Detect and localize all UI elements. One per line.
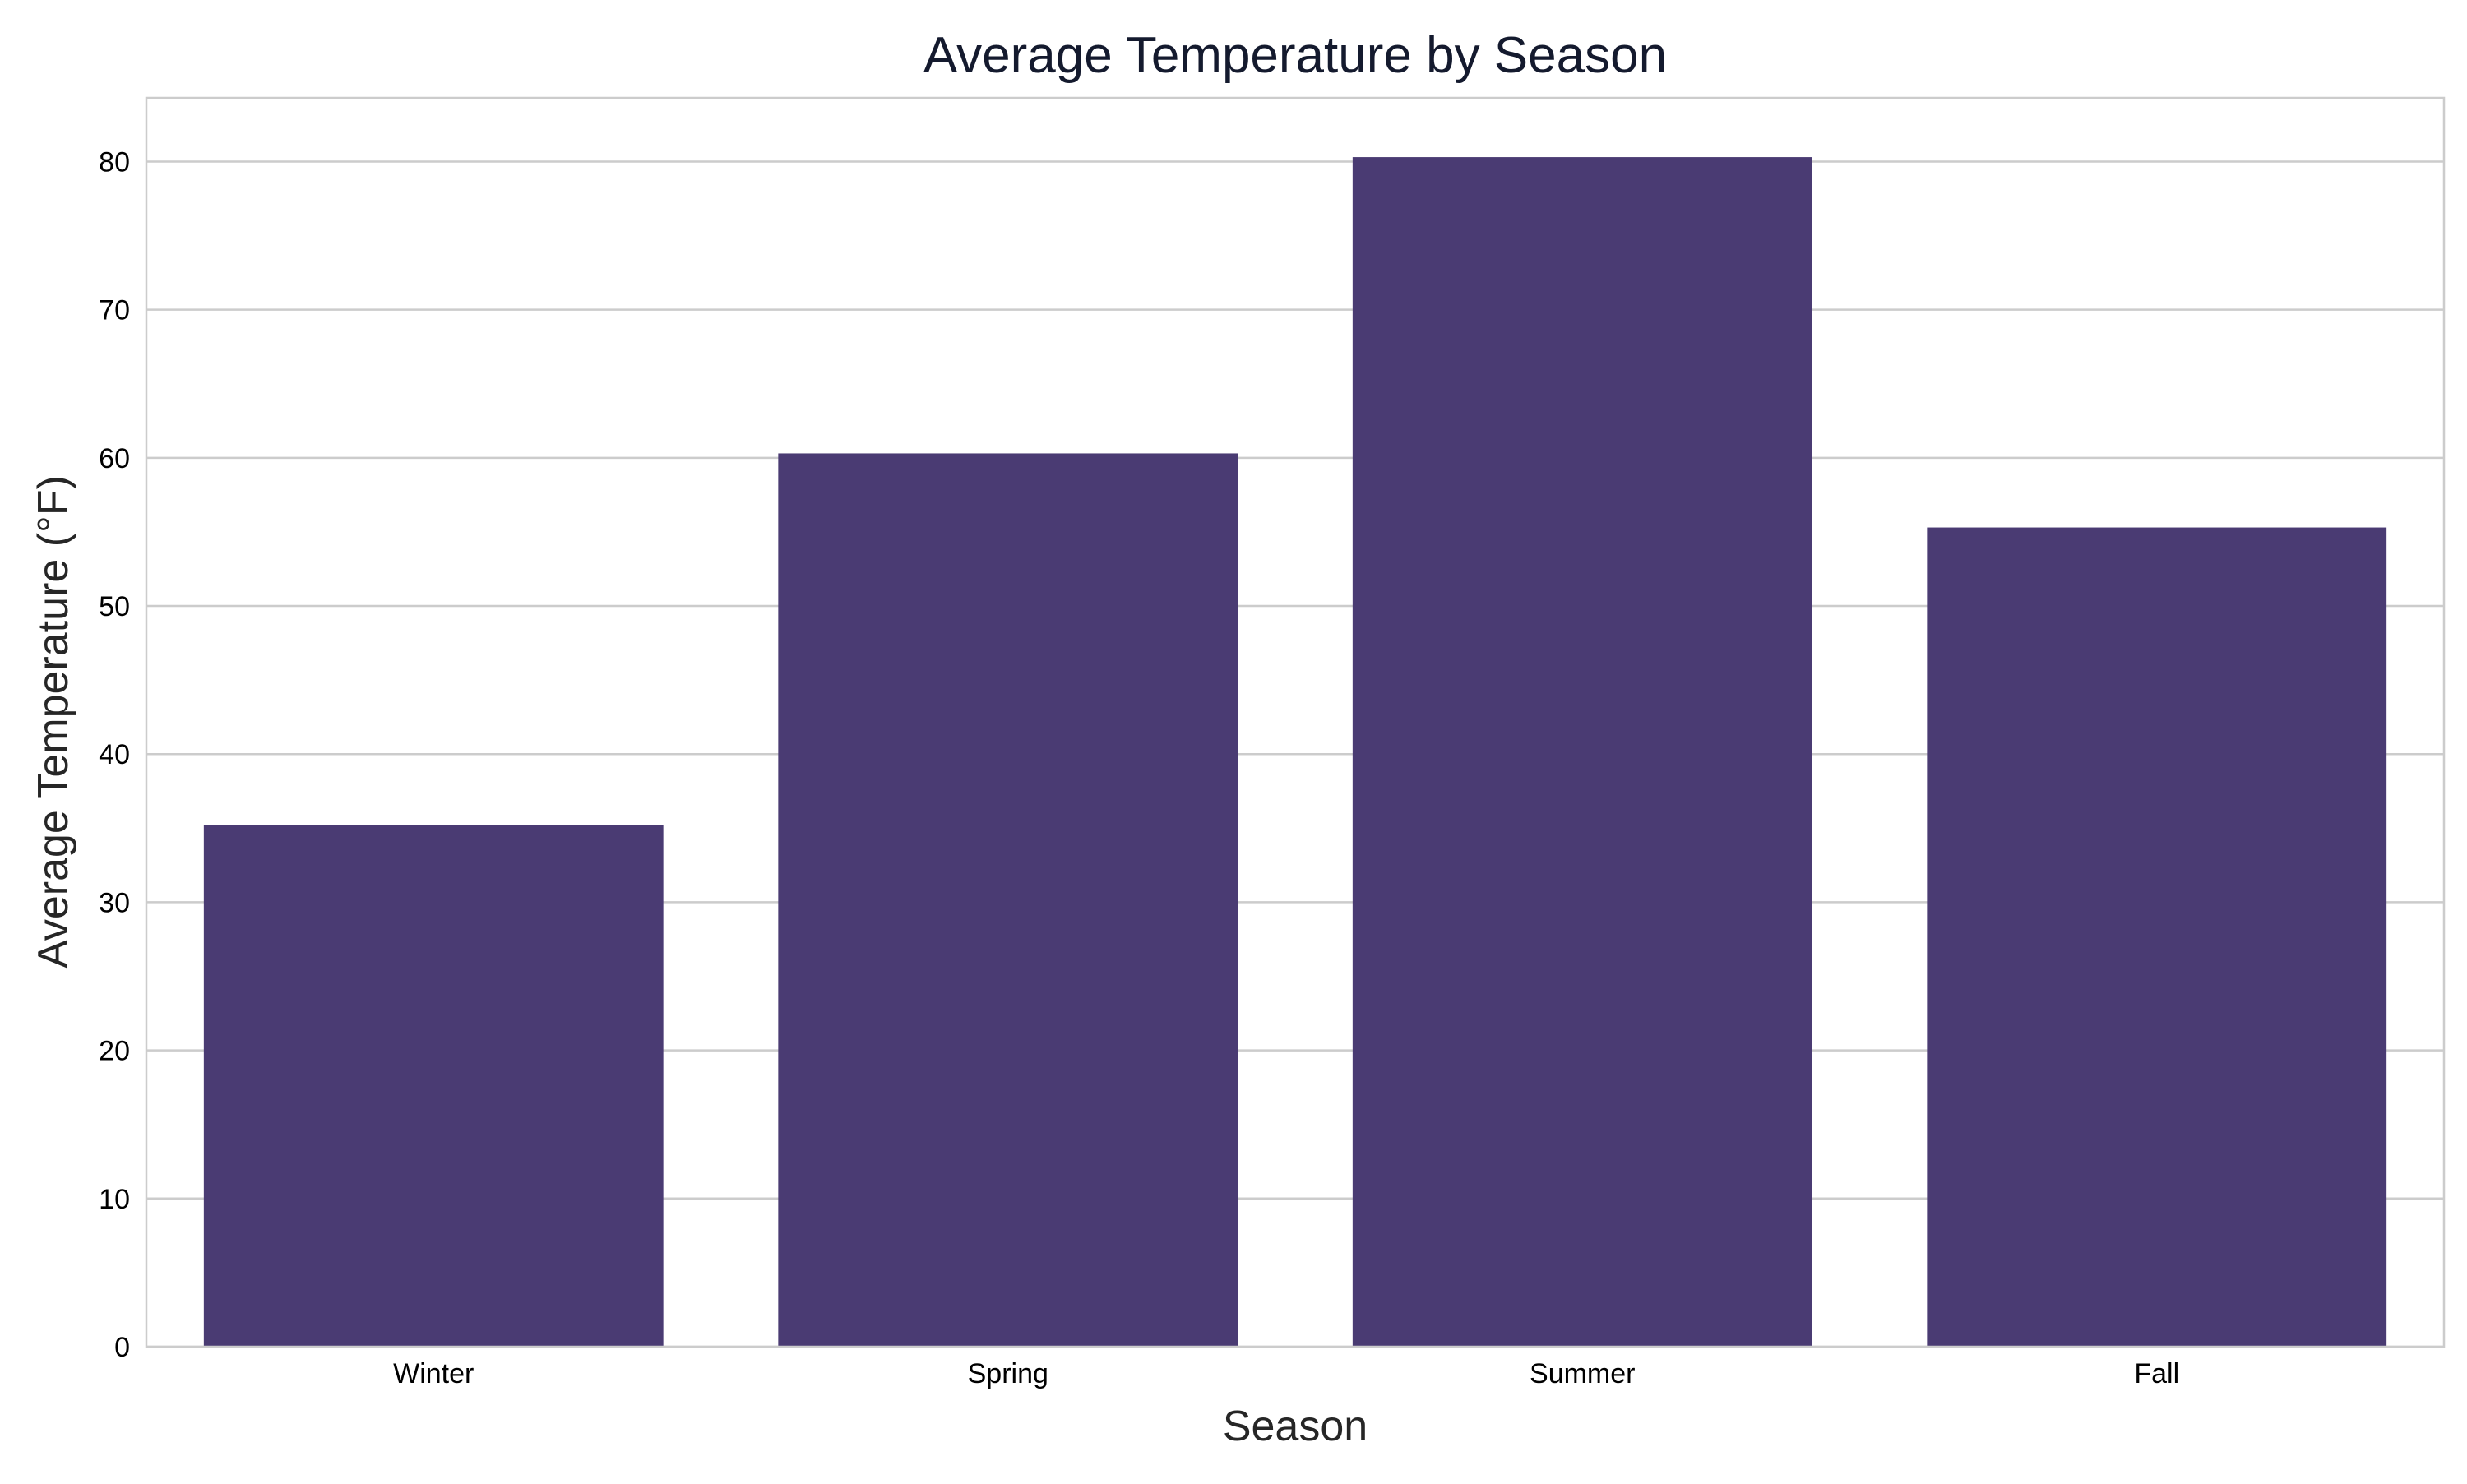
y-tick-label: 20 [99,1036,130,1067]
x-tick-label-spring: Spring [968,1358,1048,1389]
x-tick-label-fall: Fall [2134,1358,2179,1389]
y-tick-labels: 0 10 20 30 40 50 60 70 80 [99,146,130,1363]
y-tick-label: 0 [114,1332,130,1363]
x-tick-label-winter: Winter [393,1358,474,1389]
y-tick-label: 30 [99,887,130,918]
y-tick-label: 60 [99,443,130,474]
y-tick-label: 50 [99,591,130,622]
y-axis-label: Average Temperature (°F) [30,475,77,969]
bar-spring [778,453,1238,1347]
y-tick-label: 10 [99,1184,130,1215]
y-tick-label: 70 [99,295,130,326]
bar-fall [1927,527,2387,1347]
x-tick-labels: Winter Spring Summer Fall [393,1358,2179,1389]
bars [203,157,2387,1347]
y-tick-label: 80 [99,146,130,178]
x-tick-label-summer: Summer [1530,1358,1635,1389]
y-tick-label: 40 [99,739,130,770]
bar-winter [203,825,664,1347]
bar-summer [1352,157,1812,1347]
x-axis-label: Season [1223,1403,1368,1450]
plot-frame [145,96,2446,1348]
chart-title: Average Temperature by Season [923,27,1667,84]
